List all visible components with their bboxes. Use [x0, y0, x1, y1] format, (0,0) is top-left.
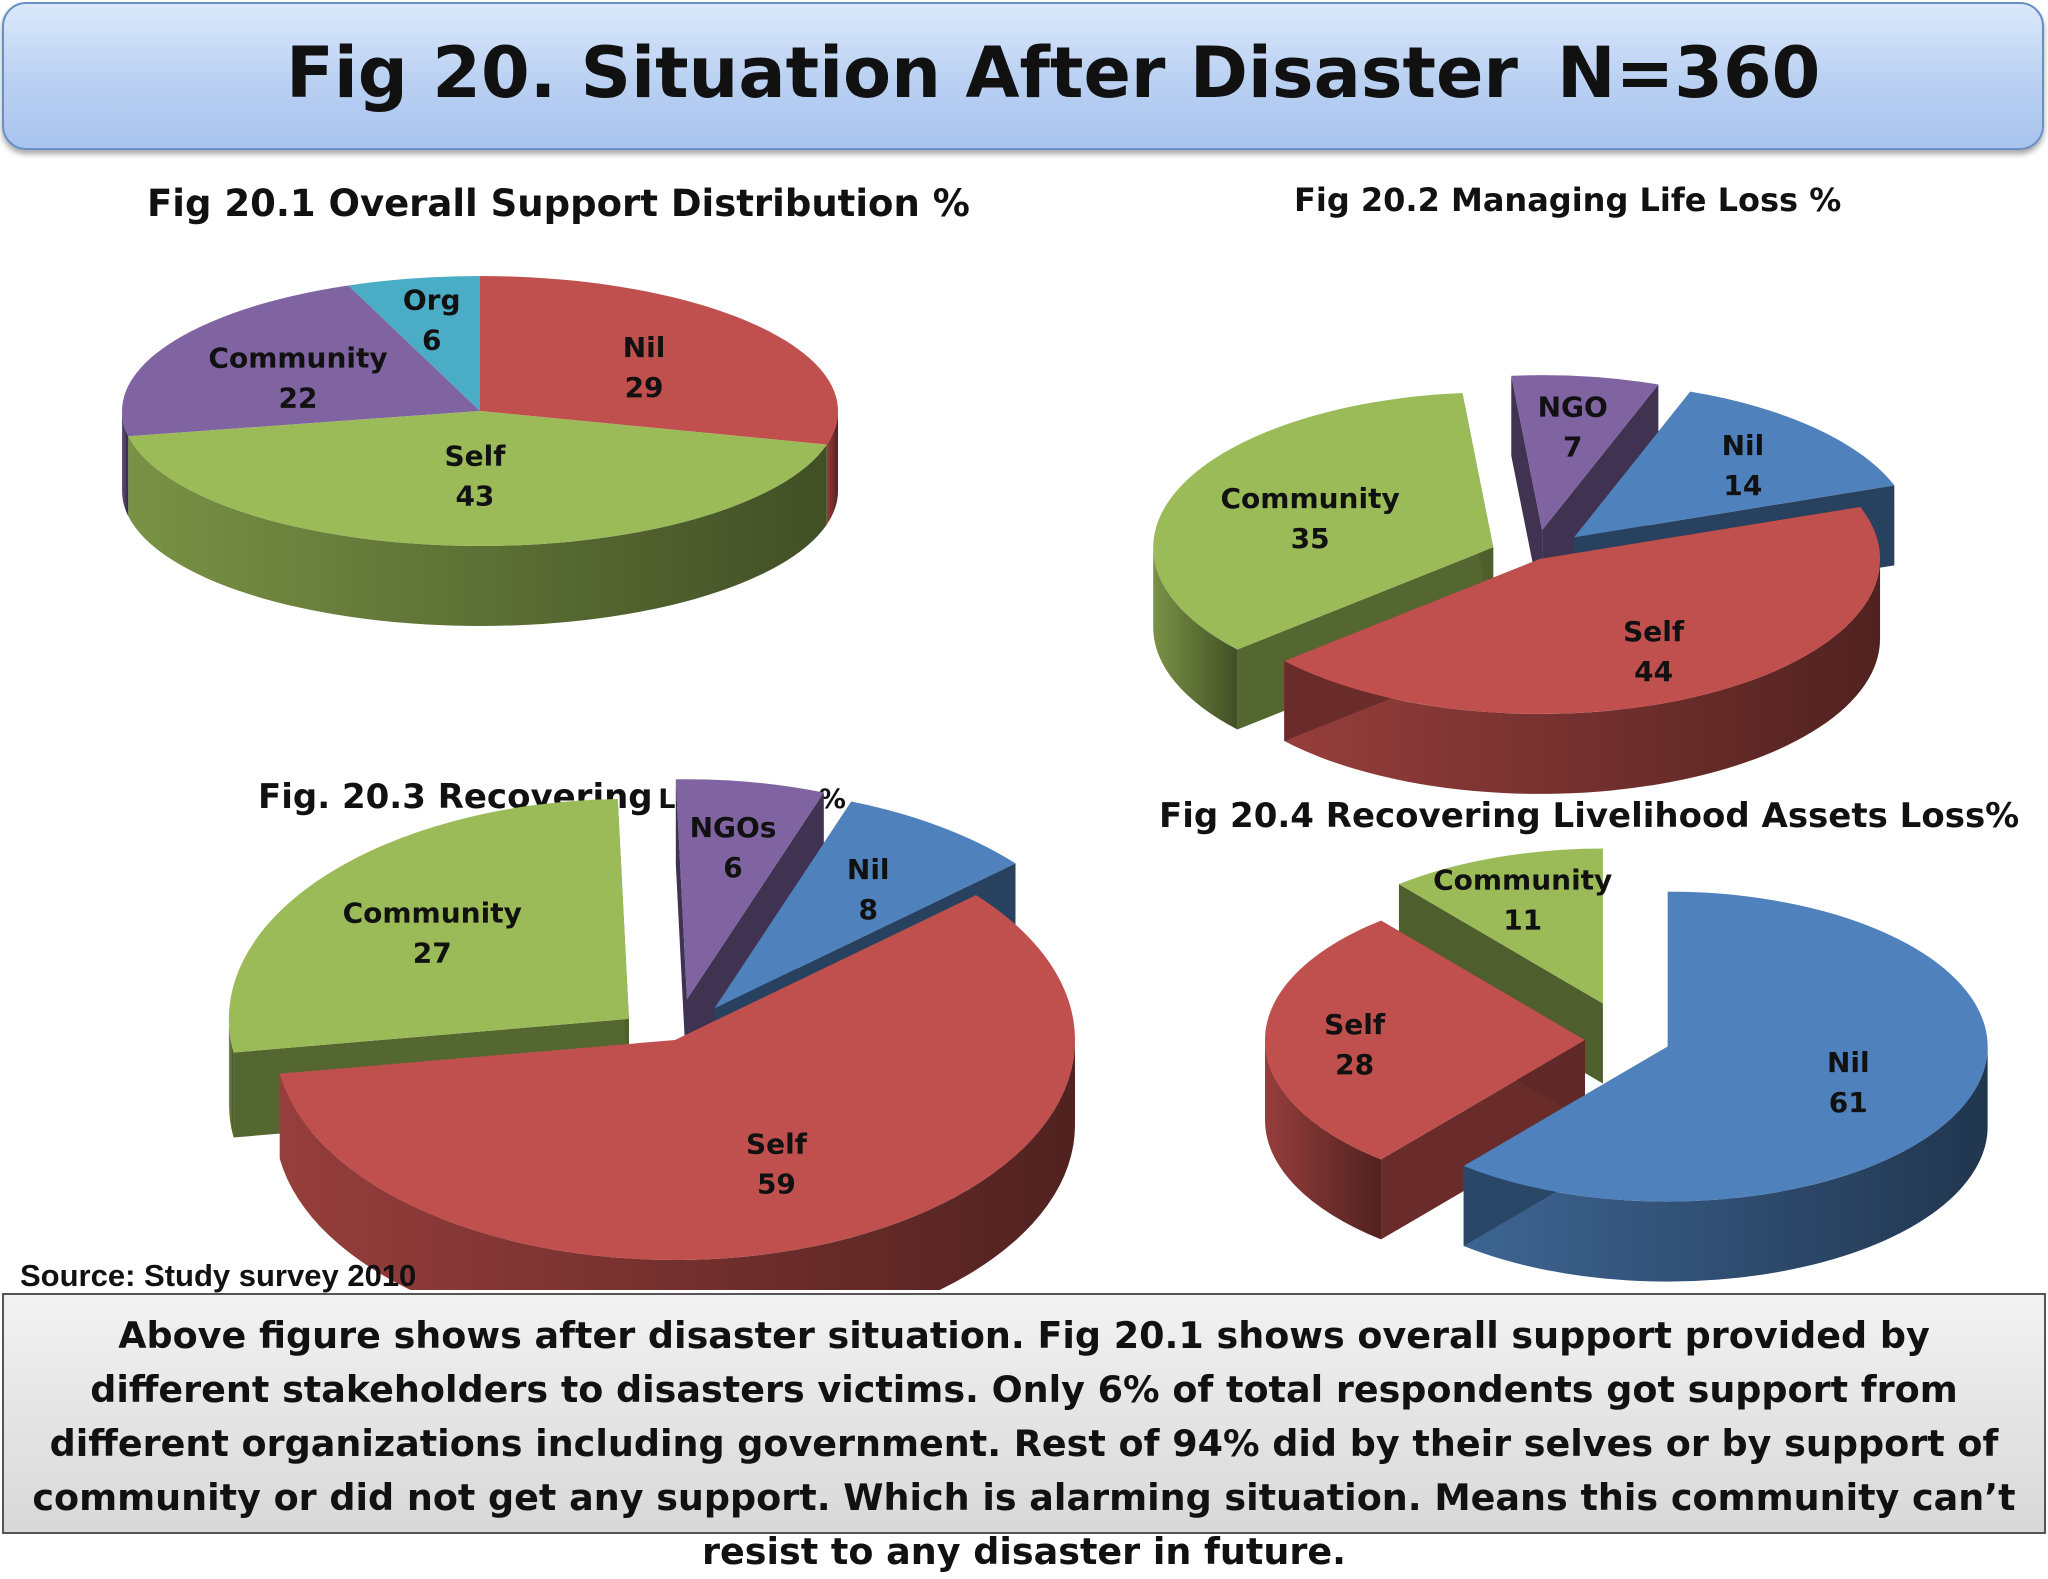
- slice-label-nil: Nil: [847, 853, 890, 886]
- slice-side-self: [1265, 1040, 1382, 1240]
- figure-header-banner: Fig 20. Situation After Disaster N=360: [2, 2, 2044, 150]
- slice-label-self: Self: [1324, 1008, 1386, 1041]
- slice-value-ngo: 7: [1563, 431, 1582, 464]
- slice-org: [348, 276, 480, 411]
- slice-side-self: [1284, 558, 1881, 794]
- chart-title-20-1: Fig 20.1 Overall Support Distribution %: [147, 182, 970, 225]
- slice-self: [128, 411, 827, 626]
- slice-side-community: [1153, 547, 1238, 730]
- slice-top-nil: [1574, 391, 1895, 538]
- slice-top-ngo: [1511, 375, 1659, 531]
- slice-face-ngo-0: [1511, 375, 1543, 611]
- slice-label-nil: Nil: [1827, 1046, 1870, 1079]
- slice-nil: [1463, 891, 1988, 1282]
- chart-title-20-2: Fig 20.2 Managing Life Loss %: [1294, 181, 1842, 219]
- source-note: Source: Study survey 2010: [20, 1258, 417, 1293]
- slice-value-self: 59: [757, 1168, 796, 1201]
- slice-self: [1284, 506, 1881, 794]
- slice-value-self: 43: [455, 480, 494, 513]
- sample-size: N=360: [1557, 32, 1821, 114]
- slice-value-community: 27: [413, 937, 452, 970]
- slice-top-ngos: [675, 779, 824, 1000]
- slice-value-nil: 29: [625, 371, 664, 404]
- slice-self: [279, 895, 1076, 1290]
- slice-community: [122, 285, 481, 517]
- pie-charts-canvas: Nil 29 Self 43 Community 22 Org 6 Nil 14 Self 44 Com…: [122, 276, 1988, 1290]
- pie-chart-1: Nil 29 Self 43 Community 22 Org 6: [122, 276, 838, 626]
- slice-value-nil: 8: [858, 893, 877, 926]
- slice-nil: [480, 276, 838, 525]
- slice-top-self: [279, 895, 1076, 1260]
- pie-chart-2: Nil 14 Self 44 Community 35 NGO 7: [1153, 375, 1895, 794]
- slice-self: [1264, 920, 1585, 1240]
- slice-label-ngos: NGOs: [690, 811, 777, 844]
- slice-top-community: [228, 798, 629, 1053]
- slice-label-nil: Nil: [623, 331, 666, 364]
- slice-label-nil: Nil: [1722, 429, 1765, 462]
- slice-label-self: Self: [444, 440, 506, 473]
- slice-value-community: 11: [1503, 904, 1542, 937]
- slice-top-self: [128, 411, 827, 546]
- slice-face-ngo-1: [1542, 384, 1659, 611]
- slice-side-nil: [1463, 1046, 1988, 1282]
- slice-label-ngo: NGO: [1538, 391, 1608, 424]
- slice-top-nil: [480, 276, 838, 445]
- slice-side-nil: [826, 411, 838, 525]
- slice-value-nil: 61: [1829, 1086, 1868, 1119]
- slice-label-community: Community: [208, 341, 387, 374]
- slice-label-community: Community: [1433, 864, 1612, 897]
- chart-title-20-4: Fig 20.4 Recovering Livelihood Assets Lo…: [1159, 796, 2020, 836]
- summary-text: Above figure shows after disaster situat…: [32, 1314, 2016, 1573]
- slice-top-nil: [1463, 891, 1988, 1202]
- pie-chart-3: Nil 8 Self 59 Community 27 NGOs 6: [228, 779, 1076, 1290]
- slice-value-org: 6: [422, 324, 441, 357]
- slice-label-community: Community: [343, 897, 522, 930]
- slice-side-self: [128, 436, 827, 626]
- slice-top-self: [1264, 920, 1585, 1160]
- slice-label-community: Community: [1220, 482, 1399, 515]
- slice-top-self: [1284, 506, 1881, 714]
- slice-value-self: 44: [1634, 655, 1673, 688]
- slice-value-nil: 14: [1723, 469, 1762, 502]
- figure-title: Fig 20. Situation After Disaster: [286, 32, 1518, 114]
- slice-top-community: [1153, 393, 1494, 650]
- summary-box: Above figure shows after disaster situat…: [2, 1293, 2046, 1573]
- slice-value-community: 35: [1291, 522, 1330, 555]
- slice-label-self: Self: [746, 1128, 808, 1161]
- slice-value-community: 22: [279, 381, 318, 414]
- slice-label-org: Org: [403, 284, 461, 317]
- slice-top-community: [1398, 848, 1603, 1004]
- slice-label-self: Self: [1623, 615, 1685, 648]
- slice-face-ngos-0: [675, 779, 687, 1085]
- slice-top-nil: [714, 801, 1016, 1009]
- slice-value-ngos: 6: [723, 851, 742, 884]
- slice-ngo: [1511, 375, 1659, 611]
- slice-side-community: [228, 1018, 234, 1138]
- slice-top-org: [348, 276, 480, 411]
- slice-value-self: 28: [1335, 1048, 1374, 1081]
- slice-top-community: [122, 285, 481, 437]
- pie-chart-4: Nil 61 Self 28 Community 11: [1264, 848, 1988, 1282]
- slice-side-community: [122, 411, 129, 517]
